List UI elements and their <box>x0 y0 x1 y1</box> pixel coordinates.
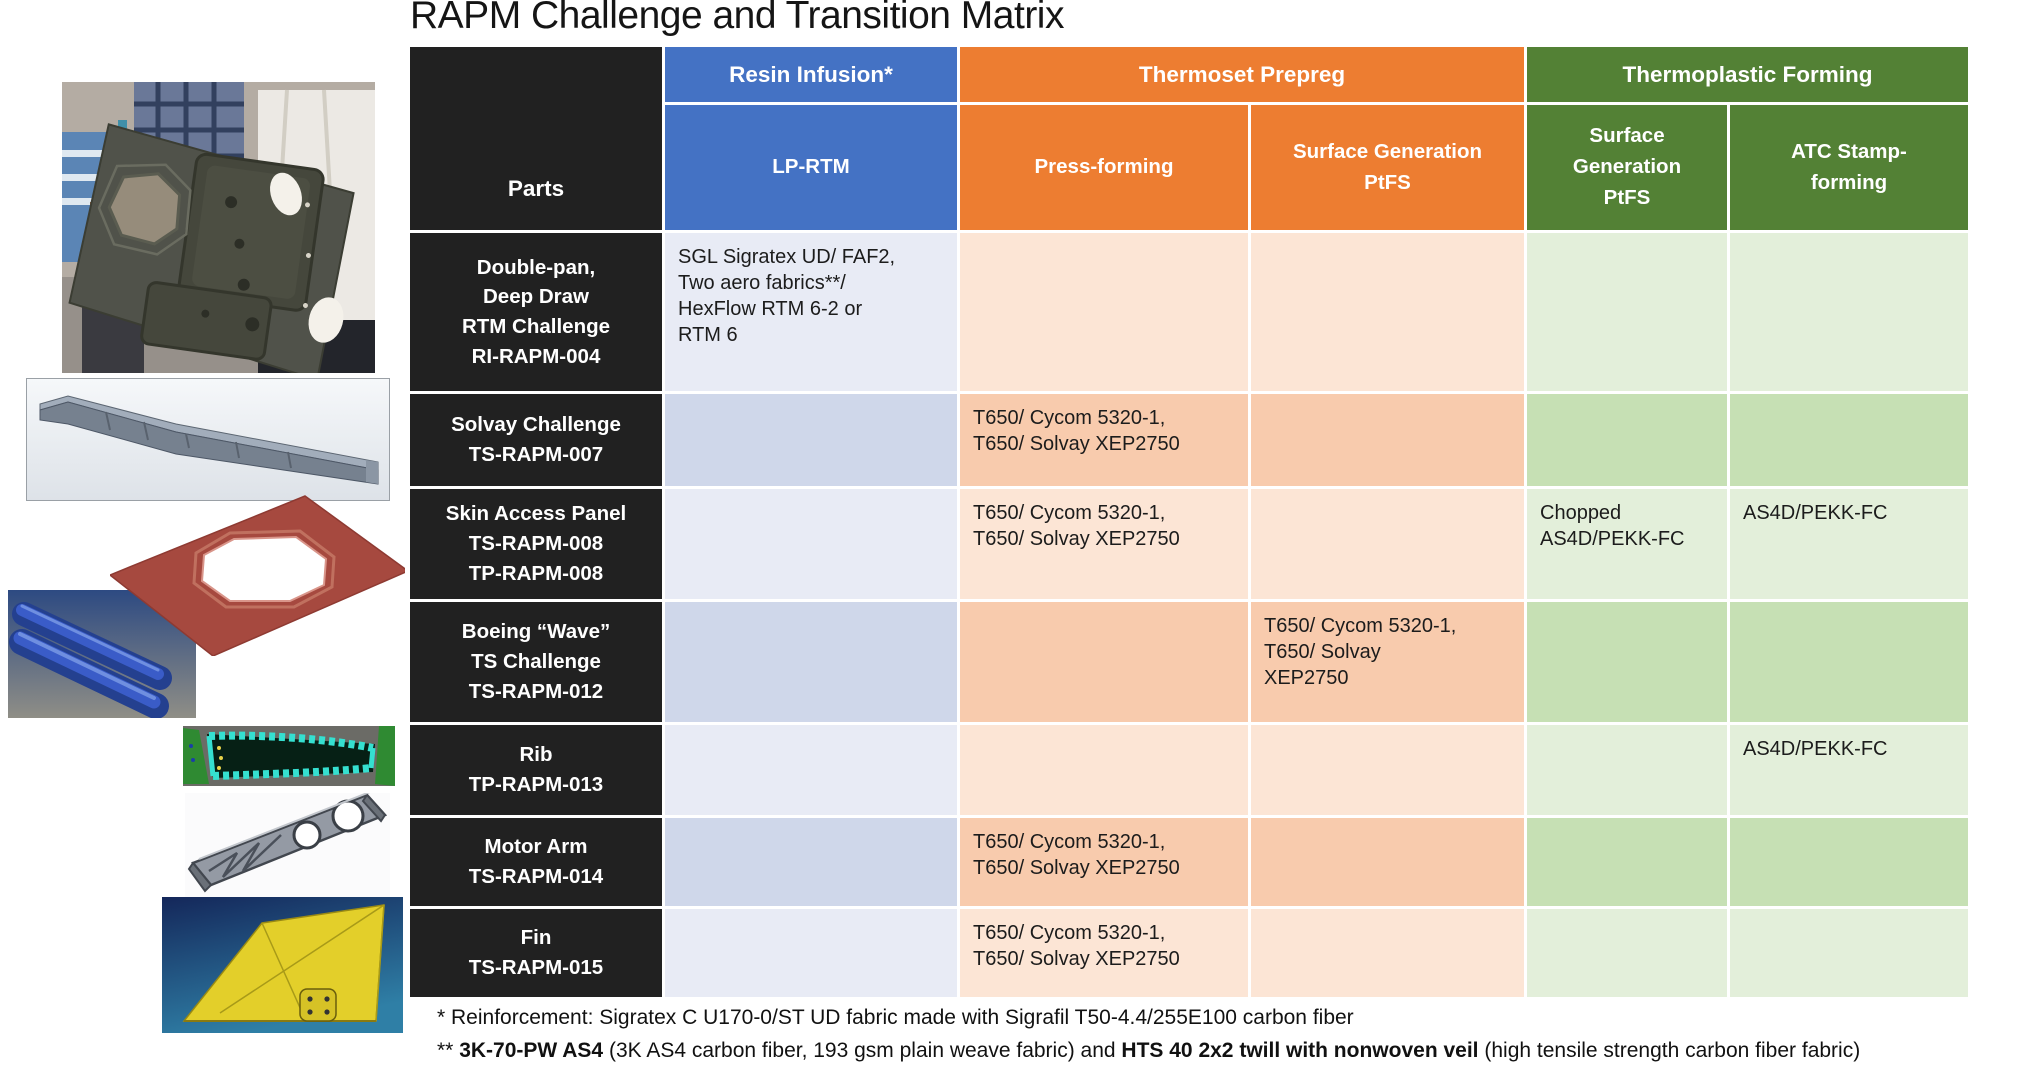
part-name-cell: Rib TP-RAPM-013 <box>410 725 662 815</box>
rib-cad-image <box>183 726 395 786</box>
matrix-cell: T650/ Cycom 5320-1, T650/ Solvay XEP2750 <box>960 489 1248 599</box>
matrix-cell: T650/ Cycom 5320-1, T650/ Solvay XEP2750 <box>1251 602 1524 722</box>
footnote-fabrics-bold-1: 3K-70-PW AS4 <box>459 1039 604 1062</box>
part-name-cell: Solvay Challenge TS-RAPM-007 <box>410 394 662 486</box>
matrix-cell <box>1251 725 1524 815</box>
matrix-cell: Chopped AS4D/PEKK-FC <box>1527 489 1727 599</box>
skin-access-panel-cad-image <box>110 495 405 656</box>
page-title: RAPM Challenge and Transition Matrix <box>410 0 1064 37</box>
part-name-cell: Motor Arm TS-RAPM-014 <box>410 818 662 906</box>
matrix-cell <box>1251 818 1524 906</box>
matrix-cell <box>1527 394 1727 486</box>
matrix-cell <box>1527 909 1727 997</box>
matrix-cell <box>665 909 957 997</box>
deep-draw-panel-photo-graphic <box>62 82 375 373</box>
matrix-cell <box>1251 909 1524 997</box>
matrix-cell <box>1730 394 1968 486</box>
matrix-cell <box>1730 602 1968 722</box>
fin-cad-graphic <box>162 897 403 1033</box>
motor-arm-cad-image <box>185 793 390 898</box>
matrix-cell <box>1730 909 1968 997</box>
column-header-press-forming: Press-forming <box>960 105 1248 230</box>
column-header-parts: Parts <box>410 47 662 230</box>
matrix-cell <box>960 233 1248 391</box>
column-header-ts-surface-generation-ptfs: Surface Generation PtFS <box>1251 105 1524 230</box>
matrix-cell <box>1527 602 1727 722</box>
footnote-fabrics-bold-2: HTS 40 2x2 twill with nonwoven veil <box>1121 1039 1479 1062</box>
column-header-tp-surface-generation-ptfs: Surface Generation PtFS <box>1527 105 1727 230</box>
matrix-cell <box>1730 818 1968 906</box>
matrix-cell <box>665 489 957 599</box>
matrix-cell: AS4D/PEKK-FC <box>1730 489 1968 599</box>
matrix-cell <box>960 602 1248 722</box>
skin-access-panel-cad-graphic <box>110 495 405 656</box>
matrix-cell <box>1251 489 1524 599</box>
part-name-cell: Boeing “Wave” TS Challenge TS-RAPM-012 <box>410 602 662 722</box>
footnote-reinforcement: * Reinforcement: Sigratex C U170-0/ST UD… <box>437 1006 1354 1029</box>
spar-cad-image <box>26 378 390 501</box>
matrix-cell <box>1527 725 1727 815</box>
column-header-lp-rtm: LP-RTM <box>665 105 957 230</box>
footnote-fabrics-mid: (3K AS4 carbon fiber, 193 gsm plain weav… <box>603 1039 1122 1062</box>
spar-cad-graphic <box>26 378 390 501</box>
matrix-cell <box>960 725 1248 815</box>
footnotes: * Reinforcement: Sigratex C U170-0/ST UD… <box>437 1001 1860 1067</box>
group-header-resin-infusion: Resin Infusion* <box>665 47 957 102</box>
deep-draw-panel-photo <box>62 82 375 373</box>
transition-matrix-table: Parts Resin Infusion* Thermoset Prepreg … <box>410 47 1968 997</box>
matrix-cell: SGL Sigratex UD/ FAF2, Two aero fabrics*… <box>665 233 957 391</box>
footnote-fabrics-prefix: ** <box>437 1039 460 1062</box>
matrix-cell <box>665 602 957 722</box>
part-name-cell: Skin Access Panel TS-RAPM-008 TP-RAPM-00… <box>410 489 662 599</box>
matrix-cell <box>665 725 957 815</box>
footnote-fabrics: ** 3K-70-PW AS4 (3K AS4 carbon fiber, 19… <box>437 1034 1860 1067</box>
matrix-cell <box>665 818 957 906</box>
motor-arm-cad-graphic <box>185 793 390 898</box>
matrix-cell <box>1527 233 1727 391</box>
matrix-cell: T650/ Cycom 5320-1, T650/ Solvay XEP2750 <box>960 394 1248 486</box>
matrix-cell <box>665 394 957 486</box>
part-name-cell: Fin TS-RAPM-015 <box>410 909 662 997</box>
rib-cad-graphic <box>183 726 395 786</box>
footnote-fabrics-suffix: (high tensile strength carbon fiber fabr… <box>1478 1039 1861 1062</box>
fin-cad-image <box>162 897 403 1033</box>
matrix-cell: AS4D/PEKK-FC <box>1730 725 1968 815</box>
matrix-cell: T650/ Cycom 5320-1, T650/ Solvay XEP2750 <box>960 818 1248 906</box>
matrix-cell <box>1251 394 1524 486</box>
matrix-cell <box>1251 233 1524 391</box>
matrix-cell <box>1730 233 1968 391</box>
part-name-cell: Double-pan, Deep Draw RTM Challenge RI-R… <box>410 233 662 391</box>
matrix-cell: T650/ Cycom 5320-1, T650/ Solvay XEP2750 <box>960 909 1248 997</box>
column-header-atc-stamp-forming: ATC Stamp- forming <box>1730 105 1968 230</box>
group-header-thermoset-prepreg: Thermoset Prepreg <box>960 47 1524 102</box>
group-header-thermoplastic-forming: Thermoplastic Forming <box>1527 47 1968 102</box>
matrix-cell <box>1527 818 1727 906</box>
